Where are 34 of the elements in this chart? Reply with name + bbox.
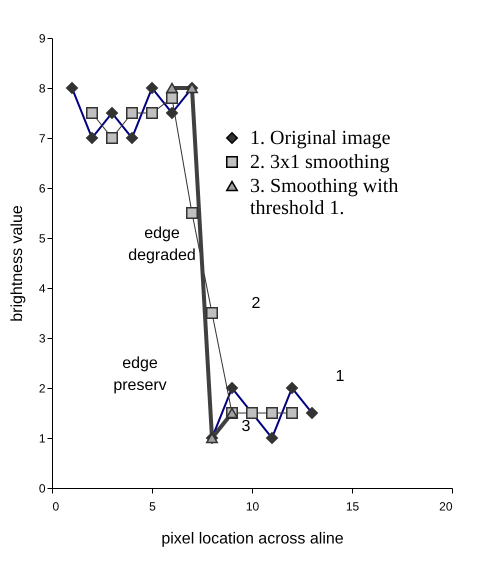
y-tick-label: 5: [38, 232, 46, 246]
annotation: edge preserv: [113, 355, 167, 394]
point: [286, 407, 298, 419]
point: [206, 307, 218, 319]
y-tick-label: 1: [38, 432, 46, 446]
x-tick-label: 15: [346, 500, 360, 514]
point: [126, 107, 138, 119]
y-tick-label: 0: [38, 482, 46, 496]
x-tick-label: 5: [149, 500, 156, 514]
x-axis-title: pixel location across aline: [161, 530, 344, 548]
annotation: edge degraded: [128, 225, 196, 264]
x-tick-label: 10: [246, 500, 260, 514]
annotation: 1: [336, 368, 345, 385]
x-tick-label: 20: [439, 500, 453, 514]
y-tick-label: 2: [38, 382, 46, 396]
x-tick-label: 0: [52, 500, 60, 514]
legend-label: 2. 3x1 smoothing: [250, 151, 390, 173]
y-axis-title: brightness value: [8, 205, 26, 322]
point: [146, 107, 158, 119]
legend-label: 3. Smoothing with threshold 1.: [250, 175, 398, 219]
point: [86, 107, 98, 119]
point: [186, 207, 198, 219]
y-tick-label: 3: [38, 332, 46, 346]
y-tick-label: 7: [38, 132, 46, 146]
annotation: 3: [242, 418, 251, 435]
point: [106, 132, 118, 144]
annotation: 2: [252, 295, 261, 312]
legend-label: 1. Original image: [250, 127, 391, 149]
y-tick-label: 6: [38, 182, 46, 196]
point: [166, 82, 178, 94]
y-tick-label: 9: [38, 32, 46, 46]
y-tick-label: 4: [38, 282, 46, 296]
y-tick-label: 8: [38, 82, 46, 96]
point: [266, 407, 278, 419]
